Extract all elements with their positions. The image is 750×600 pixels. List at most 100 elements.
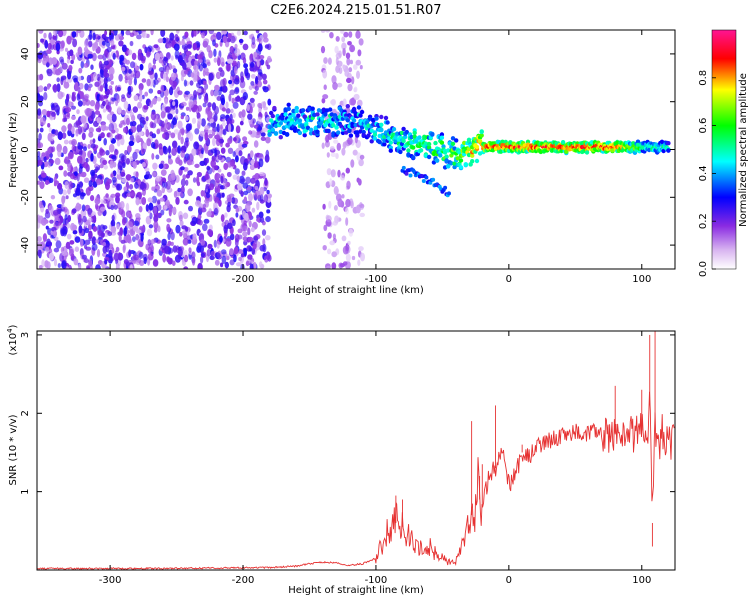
ridge-mark xyxy=(292,126,298,131)
noise-mark xyxy=(74,81,79,91)
ridge-mark xyxy=(452,164,457,170)
noise-mark xyxy=(71,105,76,110)
noise-mark xyxy=(96,178,102,186)
noise-mark xyxy=(110,80,114,85)
noise-mark xyxy=(229,45,235,55)
noise-streak-mark xyxy=(338,67,343,74)
ridge-mark xyxy=(359,109,365,115)
noise-mark xyxy=(125,117,130,126)
noise-mark xyxy=(99,63,105,69)
noise-mark xyxy=(121,210,126,218)
noise-mark xyxy=(92,52,97,62)
noise-mark xyxy=(199,130,206,137)
noise-mark xyxy=(265,136,271,144)
noise-mark xyxy=(206,167,213,175)
noise-mark xyxy=(189,132,194,142)
noise-mark xyxy=(141,55,146,62)
noise-mark xyxy=(193,30,197,37)
noise-mark xyxy=(162,72,167,81)
noise-mark xyxy=(85,246,92,251)
noise-mark xyxy=(182,174,187,180)
noise-streak-mark xyxy=(325,30,331,33)
noise-mark xyxy=(44,180,50,185)
noise-streak-mark xyxy=(357,99,363,107)
ridge-mark xyxy=(455,156,460,161)
noise-mark xyxy=(233,78,240,85)
noise-mark xyxy=(87,224,93,231)
noise-mark xyxy=(69,49,74,57)
y-tick-label: 1 xyxy=(20,488,31,494)
ridge-mark xyxy=(406,148,411,153)
snr-frame xyxy=(36,330,676,571)
noise-mark xyxy=(242,231,248,237)
noise-streak-mark xyxy=(345,253,351,262)
noise-mark xyxy=(170,132,176,139)
noise-mark xyxy=(97,209,103,216)
noise-streak-mark xyxy=(346,77,352,84)
noise-mark xyxy=(220,262,224,268)
noise-streak-mark xyxy=(350,159,355,168)
ridge-mark xyxy=(383,115,389,121)
noise-streak-mark xyxy=(356,152,362,162)
ridge-mark xyxy=(372,136,378,141)
noise-mark xyxy=(202,40,208,48)
noise-mark xyxy=(204,173,210,180)
ridge-mark xyxy=(449,161,454,166)
noise-mark xyxy=(99,206,106,212)
ridge-mark xyxy=(404,129,409,135)
noise-mark xyxy=(39,127,44,133)
noise-mark xyxy=(97,54,104,60)
noise-mark xyxy=(103,164,108,170)
noise-mark xyxy=(214,252,221,259)
noise-mark xyxy=(151,195,157,204)
noise-mark xyxy=(72,193,78,198)
noise-mark xyxy=(178,248,183,257)
noise-mark xyxy=(156,189,163,197)
noise-mark xyxy=(47,42,52,50)
noise-mark xyxy=(174,33,179,42)
noise-mark xyxy=(64,181,69,190)
noise-mark xyxy=(247,113,253,120)
noise-mark xyxy=(104,30,108,36)
noise-mark xyxy=(178,214,183,222)
noise-mark xyxy=(213,207,219,216)
noise-mark xyxy=(180,191,184,198)
noise-mark xyxy=(203,218,210,224)
noise-mark xyxy=(248,245,252,251)
noise-mark xyxy=(90,169,96,177)
noise-mark xyxy=(235,212,239,218)
noise-mark xyxy=(78,67,83,74)
noise-mark xyxy=(192,64,197,70)
noise-streak-mark xyxy=(346,180,351,190)
noise-mark xyxy=(133,254,140,261)
ridge-mark xyxy=(439,135,445,140)
ridge-mark xyxy=(358,113,363,118)
noise-mark xyxy=(160,90,165,98)
noise-mark xyxy=(122,162,126,169)
noise-mark xyxy=(45,208,49,214)
noise-streak-mark xyxy=(325,265,331,269)
noise-mark xyxy=(167,232,171,241)
noise-streak-mark xyxy=(337,198,343,208)
y-tick-label: 40 xyxy=(20,48,31,61)
noise-mark xyxy=(151,133,157,139)
noise-mark xyxy=(83,258,90,264)
ridge-mark xyxy=(334,125,339,130)
snr-scale-label: (x104) xyxy=(6,324,19,355)
noise-mark xyxy=(227,201,231,208)
noise-mark xyxy=(168,208,172,217)
noise-mark xyxy=(109,88,113,96)
noise-streak-mark xyxy=(353,64,358,70)
noise-mark xyxy=(91,243,98,251)
y-tick-label: 0 xyxy=(20,146,31,152)
noise-mark xyxy=(75,202,81,212)
ridge-mark xyxy=(294,108,299,114)
noise-mark xyxy=(259,194,264,202)
noise-mark xyxy=(104,259,108,265)
noise-mark xyxy=(135,197,140,206)
noise-streak-mark xyxy=(325,214,330,221)
noise-mark xyxy=(225,238,232,247)
noise-mark xyxy=(167,174,172,183)
